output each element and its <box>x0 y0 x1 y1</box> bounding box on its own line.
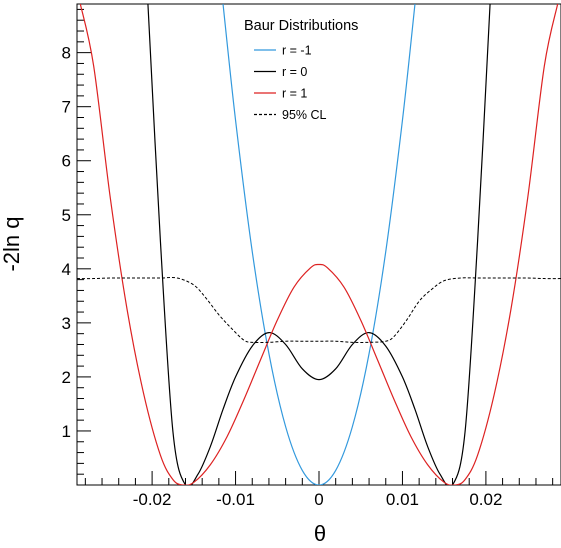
legend-title: Baur Distributions <box>244 18 358 34</box>
series-layer <box>77 4 561 485</box>
x-tick-label: 0 <box>314 490 323 509</box>
legend: Baur Distributions r = -1 r = 0 r = 1 95% C… <box>244 18 358 122</box>
y-tick-label: 2 <box>62 368 71 387</box>
y-axis-tick-labels: 1 2 3 4 5 6 7 8 <box>62 44 71 441</box>
x-axis-tick-labels: -0.02 -0.01 0 0.01 0.02 <box>133 490 503 509</box>
series-line-1 <box>147 4 491 485</box>
y-tick-label: 5 <box>62 206 71 225</box>
legend-label: 95% CL <box>282 108 327 122</box>
x-tick-label: -0.01 <box>216 490 255 509</box>
series-line-0 <box>222 4 416 485</box>
y-tick-label: 7 <box>62 98 71 117</box>
y-tick-label: 8 <box>62 44 71 63</box>
y-tick-label: 4 <box>62 260 71 279</box>
series-line-2 <box>79 4 559 485</box>
x-tick-label: 0.02 <box>469 490 502 509</box>
y-tick-label: 3 <box>62 314 71 333</box>
y-axis-ticks <box>77 8 91 486</box>
y-tick-label: 1 <box>62 422 71 441</box>
legend-label: r = -1 <box>282 44 312 58</box>
x-tick-label: 0.01 <box>386 490 419 509</box>
y-axis-title: -2ln q <box>0 216 24 271</box>
legend-label: r = 1 <box>282 87 307 101</box>
x-tick-label: -0.02 <box>133 490 172 509</box>
y-tick-label: 6 <box>62 152 71 171</box>
x-axis-ticks <box>84 471 554 485</box>
legend-label: r = 0 <box>282 65 307 79</box>
x-axis-title: θ <box>314 521 326 546</box>
series-line-3 <box>77 276 561 344</box>
plot-frame <box>76 3 561 486</box>
